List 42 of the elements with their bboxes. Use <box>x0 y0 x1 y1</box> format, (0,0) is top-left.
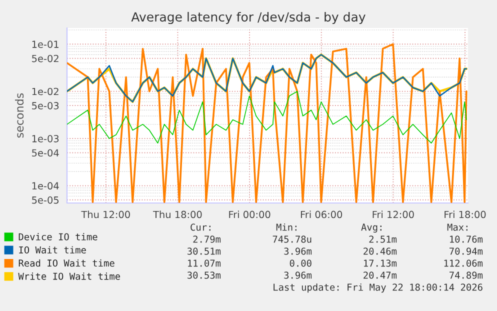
x-tick-label: Fri 12:00 <box>372 210 414 218</box>
y-tick-label: 5e-03 <box>32 102 59 110</box>
text: Cur: <box>190 224 210 231</box>
x-tick-label: Thu 12:00 <box>81 210 130 218</box>
x-tick-label: Fri 18:00 <box>444 210 486 218</box>
y-tick-label: 5e-05 <box>32 196 59 204</box>
text: Min: <box>276 223 296 231</box>
text: 74.89m <box>450 272 483 279</box>
text: 20.47m <box>364 272 397 279</box>
text: 0.00 <box>290 260 312 267</box>
x-tick-label: Thu 18:00 <box>153 210 202 218</box>
text: 2.79m <box>193 236 221 243</box>
y-tick-label: 5e-02 <box>32 54 58 62</box>
line-series <box>67 90 467 144</box>
y-tick-label: 1e-02 <box>32 88 58 96</box>
text: Avg: <box>361 224 382 233</box>
text: 3.96m <box>284 248 312 255</box>
text: 70.94m <box>450 248 483 255</box>
legend-label: Write IO Wait time <box>18 272 120 280</box>
text: 30.53m <box>188 272 221 279</box>
legend-label: IO Wait time <box>19 246 86 254</box>
text: 3.96m <box>284 272 312 279</box>
chart-title: Average latency for /dev/sda - by day <box>131 12 366 24</box>
y-axis-title: seconds <box>15 93 24 138</box>
text: 11.07m <box>188 260 221 267</box>
text: 745.78u <box>272 236 312 243</box>
x-tick-label: Fri 06:00 <box>300 210 342 218</box>
x-tick-label: Fri 00:00 <box>229 210 270 218</box>
legend-label: Read IO Wait time <box>18 259 114 267</box>
y-tick-label: 1e-04 <box>32 182 59 190</box>
text: 30.51m <box>188 248 221 255</box>
text: 10.76m <box>450 236 483 243</box>
text: 112.06m <box>444 260 483 267</box>
text: 2.51m <box>369 236 397 243</box>
text: 20.46m <box>364 248 397 255</box>
text: Max: <box>447 224 468 231</box>
y-tick-label: 5e-04 <box>32 149 59 157</box>
y-tick-label: 1e-03 <box>32 135 59 142</box>
y-tick-label: 1e-01 <box>32 40 58 48</box>
text: Last update: Fri May 22 18:00:14 2026 <box>274 283 482 293</box>
text: 17.13m <box>364 260 397 267</box>
legend-label: Device IO time <box>18 233 98 240</box>
